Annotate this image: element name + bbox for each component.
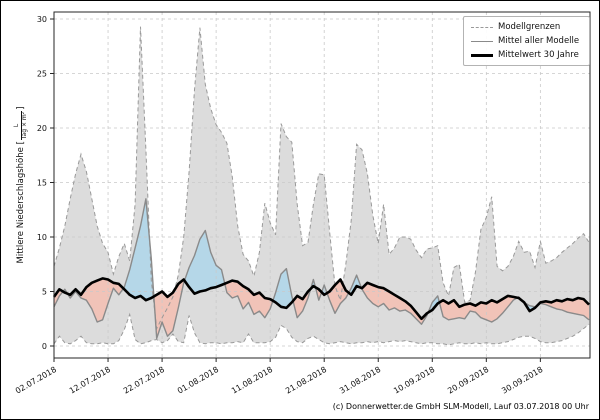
x-tick-label: 20.09.2018 [446, 365, 490, 396]
x-tick-label: 21.08.2018 [284, 365, 328, 396]
y-axis-unit-fraction: L Tag × m² [13, 110, 28, 141]
legend: Modellgrenzen Mittel aller Modelle Mitte… [463, 16, 590, 66]
y-tick-label: 10 [37, 233, 47, 242]
y-axis-unit-denominator: Tag × m² [20, 111, 28, 140]
y-axis-ticks: 0 5 10 15 20 25 30 [37, 15, 54, 351]
x-tick-label: 22.07.2018 [122, 365, 166, 396]
mean-30y-line [52, 277, 590, 321]
x-axis-ticks: 02.07.2018 12.07.2018 22.07.2018 01.08.2018… [14, 358, 544, 396]
gray-line-sample-icon [471, 40, 493, 42]
x-tick-label: 02.07.2018 [14, 365, 58, 396]
x-tick-label: 31.08.2018 [338, 365, 382, 396]
black-line-sample-icon [471, 53, 493, 57]
dashed-line-sample-icon [471, 26, 493, 28]
above-normal-fill [123, 198, 154, 301]
y-tick-label: 20 [37, 124, 47, 133]
below-normal-fill [67, 278, 124, 322]
plot-frame [53, 11, 591, 359]
model-range-lower-line [53, 312, 590, 346]
x-tick-label: 11.08.2018 [230, 365, 274, 396]
y-tick-label: 25 [37, 69, 47, 78]
above-normal-fill [517, 296, 538, 312]
y-tick-label: 0 [42, 342, 47, 351]
legend-item-30y-mean: Mittelwert 30 Jahre [471, 50, 582, 60]
model-range-upper-line [53, 26, 590, 331]
above-normal-fill [184, 230, 225, 294]
y-tick-label: 5 [42, 287, 47, 296]
legend-label-30y-mean: Mittelwert 30 Jahre [498, 50, 579, 60]
x-tick-label: 12.07.2018 [68, 365, 112, 396]
model-range-band [54, 26, 589, 345]
above-normal-fill [428, 295, 440, 313]
x-tick-label: 01.08.2018 [176, 365, 220, 396]
legend-item-model-mean: Mittel aller Modelle [471, 36, 582, 46]
y-tick-label: 15 [37, 178, 47, 187]
copyright-credit: (c) Donnerwetter.de GmbH SLM-Modell, Lau… [332, 402, 589, 411]
y-tick-label: 30 [37, 15, 47, 24]
x-tick-label: 30.09.2018 [500, 365, 544, 396]
y-axis-label: Mittlere Niederschlagshöhe [L Tag × m²] [4, 1, 38, 369]
y-axis-label-suffix: ] [16, 106, 26, 110]
legend-item-model-range: Modellgrenzen [471, 22, 582, 32]
legend-label-model-range: Modellgrenzen [498, 22, 561, 32]
below-normal-fill [224, 280, 273, 318]
x-tick-label: 10.09.2018 [392, 365, 436, 396]
legend-label-model-mean: Mittel aller Modelle [498, 36, 580, 46]
y-axis-label-prefix: Mittlere Niederschlagshöhe [ [16, 141, 26, 264]
